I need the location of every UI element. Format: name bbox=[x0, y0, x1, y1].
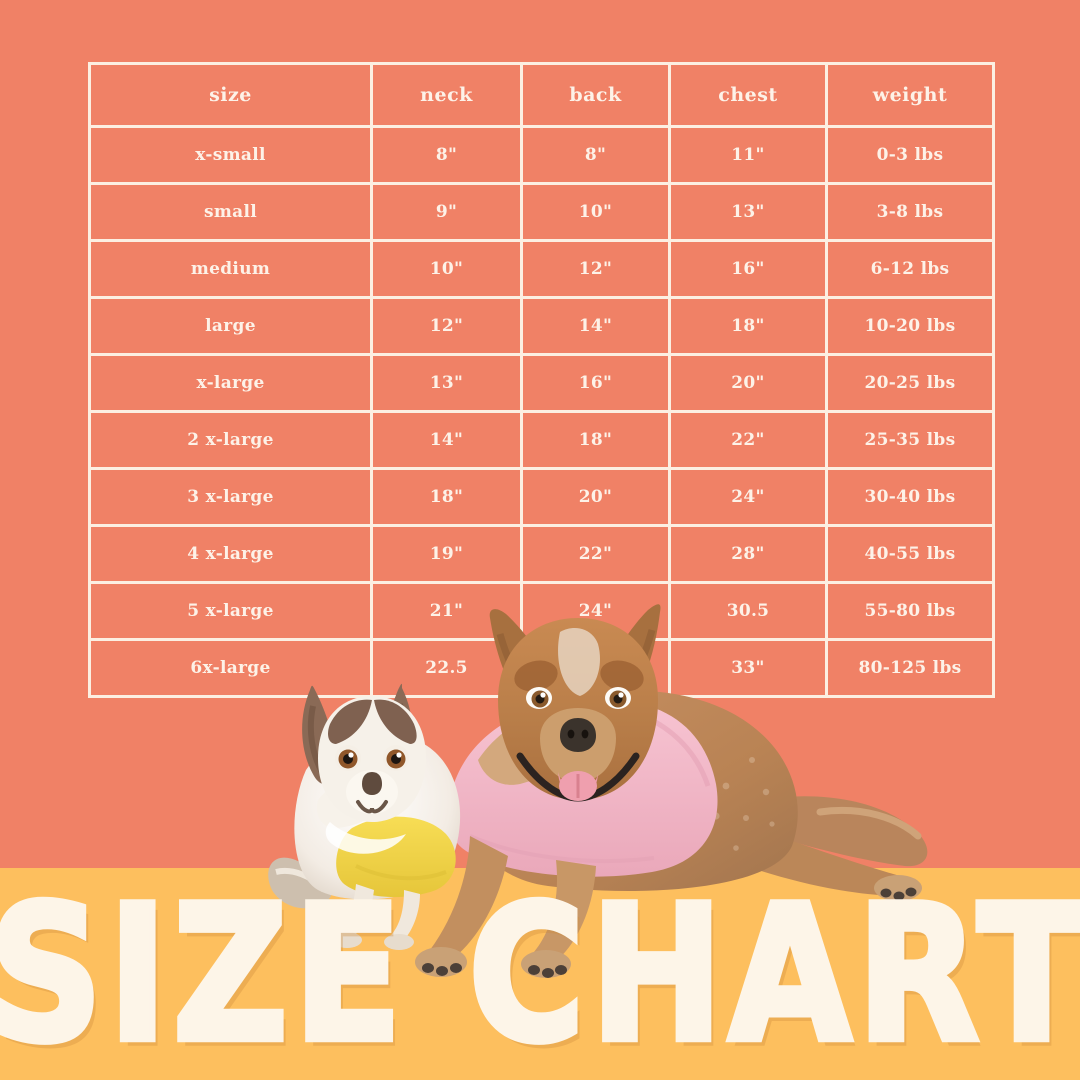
cell-chest: 24" bbox=[668, 467, 828, 527]
column-header-chest: chest bbox=[668, 62, 828, 128]
cell-neck: 18" bbox=[370, 467, 523, 527]
cell-neck: 13" bbox=[370, 353, 523, 413]
column-header-neck: neck bbox=[370, 62, 523, 128]
cell-chest: 18" bbox=[668, 296, 828, 356]
table-row: 4 x-large 19" 22" 28" 40-55 lbs bbox=[88, 524, 995, 584]
size-table-head: size neck back chest weight bbox=[88, 62, 995, 128]
cell-neck: 14" bbox=[370, 410, 523, 470]
cell-weight: 80-125 lbs bbox=[825, 638, 995, 698]
cell-neck: 19" bbox=[370, 524, 523, 584]
table-row: medium 10" 12" 16" 6-12 lbs bbox=[88, 239, 995, 299]
cell-back: 12" bbox=[520, 239, 671, 299]
cell-weight: 30-40 lbs bbox=[825, 467, 995, 527]
cell-size: 2 x-large bbox=[88, 410, 373, 470]
table-row: large 12" 14" 18" 10-20 lbs bbox=[88, 296, 995, 356]
cell-chest: 33" bbox=[668, 638, 828, 698]
cell-neck: 22.5 bbox=[370, 638, 523, 698]
cell-back: 10" bbox=[520, 182, 671, 242]
cell-weight: 20-25 lbs bbox=[825, 353, 995, 413]
cell-neck: 9" bbox=[370, 182, 523, 242]
cell-size: 5 x-large bbox=[88, 581, 373, 641]
cell-weight: 25-35 lbs bbox=[825, 410, 995, 470]
cell-weight: 10-20 lbs bbox=[825, 296, 995, 356]
table-row: small 9" 10" 13" 3-8 lbs bbox=[88, 182, 995, 242]
cell-chest: 30.5 bbox=[668, 581, 828, 641]
cell-weight: 40-55 lbs bbox=[825, 524, 995, 584]
cell-chest: 11" bbox=[668, 125, 828, 185]
table-header-row: size neck back chest weight bbox=[88, 62, 995, 128]
cell-back: 14" bbox=[520, 296, 671, 356]
cell-back: 8" bbox=[520, 125, 671, 185]
cell-neck: 10" bbox=[370, 239, 523, 299]
cell-size: medium bbox=[88, 239, 373, 299]
table-row: 2 x-large 14" 18" 22" 25-35 lbs bbox=[88, 410, 995, 470]
table-row: 3 x-large 18" 20" 24" 30-40 lbs bbox=[88, 467, 995, 527]
table-row: 5 x-large 21" 24" 30.5 55-80 lbs bbox=[88, 581, 995, 641]
column-header-back: back bbox=[520, 62, 671, 128]
column-header-size: size bbox=[88, 62, 373, 128]
cell-neck: 8" bbox=[370, 125, 523, 185]
cell-chest: 16" bbox=[668, 239, 828, 299]
cell-weight: 6-12 lbs bbox=[825, 239, 995, 299]
cell-size: small bbox=[88, 182, 373, 242]
cell-weight: 0-3 lbs bbox=[825, 125, 995, 185]
cell-back: 22" bbox=[520, 524, 671, 584]
cell-back: 18" bbox=[520, 410, 671, 470]
table-row: x-large 13" 16" 20" 20-25 lbs bbox=[88, 353, 995, 413]
cell-chest: 28" bbox=[668, 524, 828, 584]
cell-back: 16" bbox=[520, 353, 671, 413]
cell-chest: 13" bbox=[668, 182, 828, 242]
cell-neck: 12" bbox=[370, 296, 523, 356]
cell-size: 6x-large bbox=[88, 638, 373, 698]
size-table-body: x-small 8" 8" 11" 0-3 lbs small 9" 10" 1… bbox=[88, 125, 995, 698]
cell-size: large bbox=[88, 296, 373, 356]
cell-size: x-large bbox=[88, 353, 373, 413]
cell-back: 20" bbox=[520, 467, 671, 527]
cell-size: 3 x-large bbox=[88, 467, 373, 527]
table-row: 6x-large 22.5 26" 33" 80-125 lbs bbox=[88, 638, 995, 698]
size-table: size neck back chest weight x-small 8" 8… bbox=[88, 62, 995, 698]
cell-back: 26" bbox=[520, 638, 671, 698]
cell-back: 24" bbox=[520, 581, 671, 641]
cell-size: x-small bbox=[88, 125, 373, 185]
cell-weight: 55-80 lbs bbox=[825, 581, 995, 641]
cell-neck: 21" bbox=[370, 581, 523, 641]
cell-chest: 22" bbox=[668, 410, 828, 470]
cell-chest: 20" bbox=[668, 353, 828, 413]
cell-size: 4 x-large bbox=[88, 524, 373, 584]
banner-title: SIZE CHART bbox=[0, 866, 1080, 1080]
column-header-weight: weight bbox=[825, 62, 995, 128]
cell-weight: 3-8 lbs bbox=[825, 182, 995, 242]
table-row: x-small 8" 8" 11" 0-3 lbs bbox=[88, 125, 995, 185]
